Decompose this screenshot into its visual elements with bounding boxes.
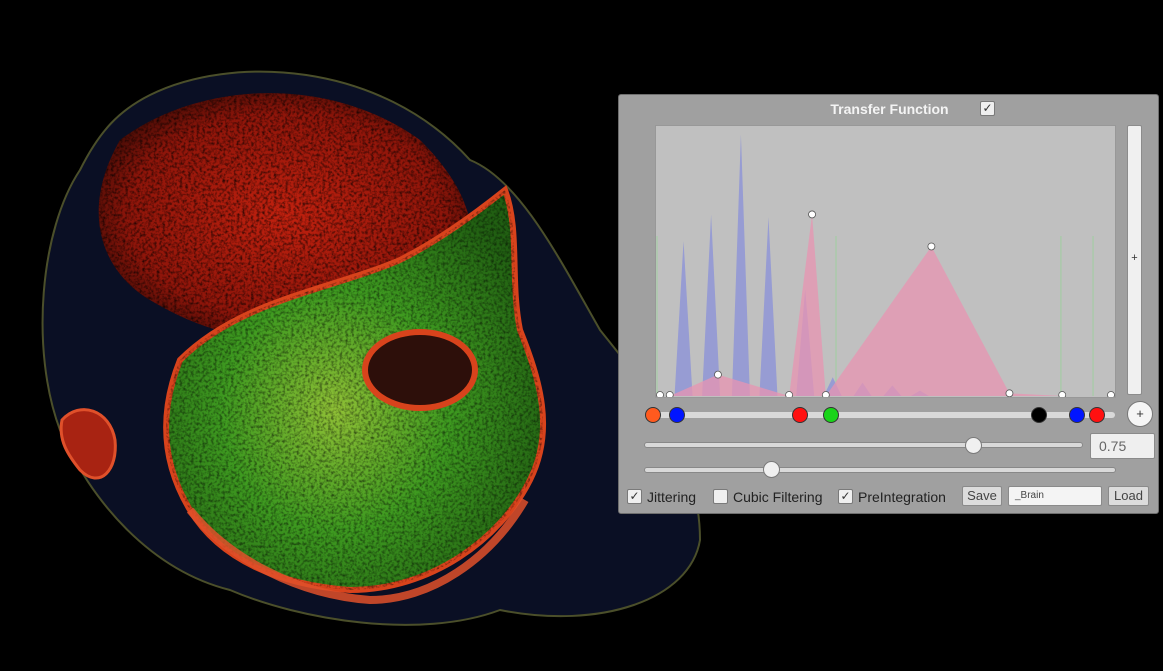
alpha-control-point[interactable] (808, 210, 816, 219)
alpha-control-point[interactable] (665, 391, 674, 399)
alpha-control-point[interactable] (785, 391, 794, 399)
alpha-control-point[interactable] (1107, 391, 1115, 399)
secondary-slider-thumb[interactable] (763, 461, 781, 478)
alpha-control-point[interactable] (927, 242, 936, 251)
alpha-control-point[interactable] (821, 391, 830, 399)
histogram-peak (759, 217, 778, 396)
preset-name-field[interactable]: _Brain (1008, 486, 1102, 506)
alpha-control-point[interactable] (1005, 389, 1014, 398)
transfer-function-panel: Transfer Function ✓ + + 0.75 ✓ Jittering… (618, 94, 1159, 514)
jaw-edge (186, 497, 529, 605)
add-color-button[interactable]: + (1127, 401, 1153, 427)
panel-title-text: Transfer Function (830, 101, 949, 117)
eye-socket (362, 329, 478, 411)
secondary-slider-track[interactable] (644, 467, 1116, 473)
histogram-peak (731, 134, 750, 396)
alpha-curve-area (656, 214, 1115, 396)
alpha-control-point[interactable] (714, 370, 722, 379)
color-point-handle[interactable] (822, 407, 839, 423)
jittering-label: Jittering (647, 489, 697, 505)
transfer-function-enable-checkbox[interactable]: ✓ (980, 101, 995, 116)
scrollbar-plus-icon: + (1131, 252, 1138, 264)
color-gradient-bar[interactable] (649, 412, 1115, 418)
transfer-function-plot[interactable] (656, 126, 1115, 399)
panel-title: Transfer Function (619, 101, 1160, 117)
ear-region (59, 408, 117, 480)
color-point-handle[interactable] (791, 407, 808, 423)
histogram-peak (702, 214, 721, 396)
face-texture (166, 190, 544, 590)
save-button[interactable]: Save (962, 486, 1002, 506)
color-point-handle[interactable] (669, 407, 686, 423)
histogram-peak (674, 241, 693, 396)
color-point-handle[interactable] (1031, 407, 1048, 423)
cubic-filtering-label: Cubic Filtering (733, 489, 823, 505)
alpha-control-point[interactable] (656, 391, 664, 399)
shift-slider-thumb[interactable] (965, 437, 983, 454)
shift-value-field[interactable]: 0.75 (1090, 433, 1155, 459)
transfer-function-graph[interactable] (655, 125, 1116, 399)
shift-slider-track[interactable] (644, 442, 1083, 448)
load-button[interactable]: Load (1108, 486, 1149, 506)
cubic-filtering-checkbox[interactable] (713, 489, 728, 504)
color-point-handle[interactable] (1089, 407, 1105, 423)
vertical-scrollbar[interactable]: + (1127, 125, 1142, 395)
preintegration-label: PreIntegration (858, 489, 946, 505)
color-point-handle[interactable] (645, 407, 661, 423)
color-point-handle[interactable] (1069, 407, 1086, 423)
head-volume (41, 70, 702, 626)
alpha-control-point[interactable] (1058, 391, 1067, 399)
jittering-checkbox[interactable]: ✓ (627, 489, 642, 504)
preintegration-checkbox[interactable]: ✓ (838, 489, 853, 504)
